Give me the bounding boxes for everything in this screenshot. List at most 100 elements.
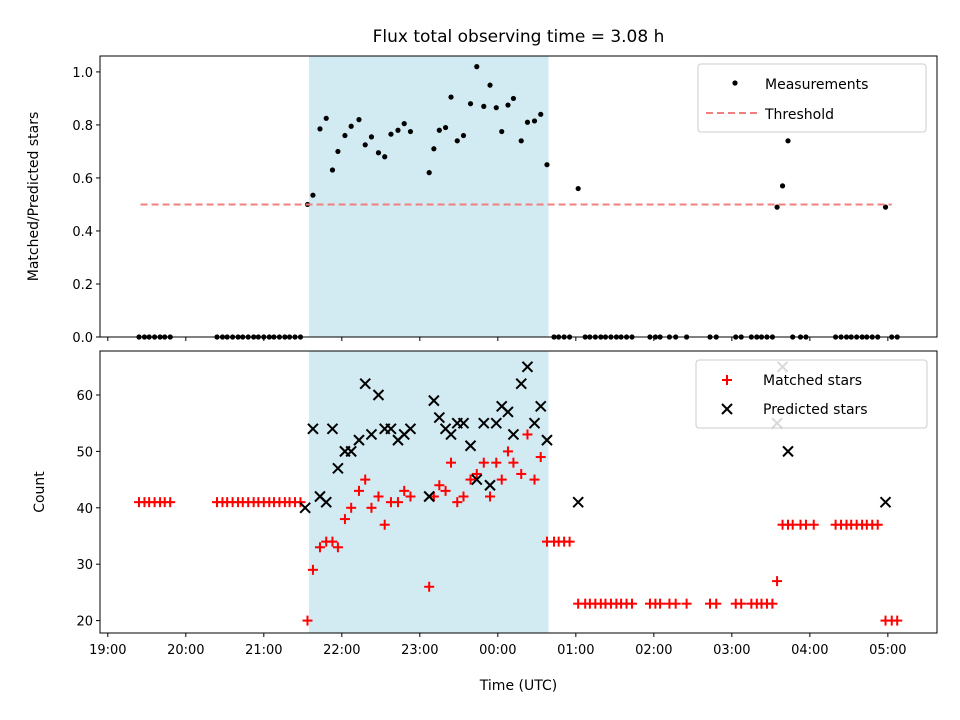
data-point-matched	[434, 480, 445, 491]
legend-entry-measurements: Measurements	[765, 77, 868, 93]
data-point-predicted	[353, 434, 365, 446]
x-tick-label: 04:00	[791, 643, 828, 658]
data-point-matched	[446, 457, 457, 468]
data-point-matched	[736, 598, 747, 609]
data-point-matched	[529, 474, 540, 485]
y-tick-label: 60	[76, 389, 93, 404]
data-point-matched	[535, 452, 546, 463]
bottom-legend: Matched stars Predicted stars	[695, 359, 928, 429]
bottom-legend-box	[695, 359, 928, 429]
data-point	[481, 103, 487, 109]
data-point	[395, 127, 401, 133]
data-point-matched	[670, 598, 681, 609]
data-point-predicted	[433, 411, 446, 424]
data-point-predicted	[428, 394, 440, 407]
data-point	[524, 119, 531, 125]
data-point-matched	[892, 615, 903, 626]
y-tick-label: 0.4	[72, 225, 93, 240]
data-point-matched	[564, 536, 575, 547]
data-point-predicted	[385, 423, 397, 435]
data-point	[368, 134, 375, 140]
data-point-matched	[496, 474, 507, 485]
bottom-x-ticks: 19:00 20:00 21:00 22:00 23:00 00:00 01:00 02:00…	[89, 633, 907, 658]
data-point-predicted	[345, 445, 357, 458]
data-point	[431, 146, 437, 152]
x-tick-label: 02:00	[635, 643, 672, 658]
data-point-matched	[626, 598, 637, 609]
x-tick-label: 21:00	[245, 643, 282, 658]
bottom-y-ticks: 20 30 40 50 60	[76, 389, 100, 630]
legend-marker-matched-stars	[722, 375, 732, 385]
data-point-matched	[339, 514, 350, 525]
data-point	[362, 142, 368, 148]
data-point-matched	[392, 497, 403, 508]
data-point	[388, 131, 394, 137]
x-tick-label: 03:00	[713, 643, 750, 658]
data-point-matched	[379, 519, 390, 530]
data-point-matched	[491, 457, 502, 468]
data-point-matched	[307, 564, 318, 575]
data-point	[401, 120, 407, 127]
y-tick-label: 0.0	[72, 331, 93, 346]
data-point	[505, 102, 511, 108]
data-point-predicted	[515, 378, 527, 390]
data-point-matched	[872, 519, 883, 530]
data-point	[544, 162, 550, 168]
data-point	[436, 127, 442, 133]
y-tick-label: 0.8	[72, 119, 93, 134]
data-point-predicted	[332, 462, 344, 475]
top-panel: 0.0 0.2 0.4 0.6 0.8 1.0 Flux total observing …	[26, 27, 938, 346]
data-point-matched	[711, 598, 722, 609]
data-point-predicted	[471, 473, 483, 486]
data-point	[310, 192, 316, 198]
x-tick-label: 05:00	[869, 643, 906, 658]
data-point-matched	[353, 485, 364, 496]
x-tick-label: 23:00	[401, 643, 438, 658]
top-x-ticks	[107, 337, 889, 341]
legend-entry-matched-stars: Matched stars	[763, 373, 862, 389]
data-point-predicted	[423, 490, 435, 503]
top-axes-frame	[99, 55, 938, 338]
data-point-matched	[485, 491, 496, 502]
data-point	[454, 138, 460, 144]
top-y-ticks: 0.0 0.2 0.4 0.6 0.8 1.0	[72, 66, 100, 346]
data-point-matched	[655, 598, 666, 609]
bottom-y-axis-label: Count	[32, 471, 48, 513]
bottom-panel: 20 30 40 50 60 19:00 20:00 21:00 22:00 23:00 00:0…	[32, 350, 938, 694]
data-point-matched	[302, 615, 313, 626]
top-legend-box	[697, 63, 927, 133]
data-point	[323, 115, 329, 121]
data-point-matched	[360, 474, 371, 485]
top-legend: Measurements Threshold	[697, 63, 927, 133]
data-point	[474, 64, 480, 70]
data-point-matched	[366, 502, 377, 513]
data-point-predicted	[572, 496, 584, 508]
data-point	[467, 101, 474, 107]
data-point	[538, 111, 544, 117]
data-point	[575, 185, 581, 192]
data-point-predicted	[502, 406, 514, 418]
data-point-matched	[465, 474, 476, 485]
data-point-matched	[681, 598, 692, 609]
data-point-matched	[399, 485, 410, 496]
data-point	[342, 132, 348, 139]
data-point-matched	[373, 491, 384, 502]
data-point-matched	[508, 457, 519, 468]
data-point-matched	[808, 519, 819, 530]
data-point	[785, 138, 791, 144]
data-point-predicted	[445, 428, 457, 441]
data-point-matched	[471, 468, 482, 479]
data-point-predicted	[490, 417, 502, 429]
data-point	[774, 204, 780, 210]
data-point-matched	[772, 576, 783, 587]
data-point-matched	[424, 581, 435, 592]
data-point-matched	[767, 598, 778, 609]
data-point-matched	[165, 497, 176, 508]
data-point-predicted	[457, 417, 470, 429]
x-tick-label: 00:00	[479, 643, 516, 658]
data-point-matched	[295, 497, 306, 508]
data-point-predicted	[307, 423, 319, 435]
y-tick-label: 40	[76, 502, 93, 517]
data-point-matched	[516, 468, 527, 479]
